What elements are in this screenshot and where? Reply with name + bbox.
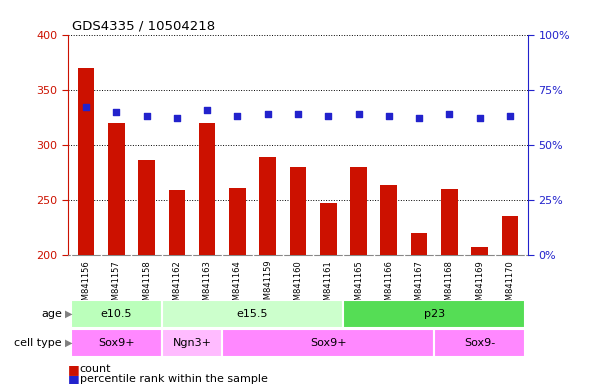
Text: Ngn3+: Ngn3+ (172, 338, 211, 348)
Bar (441, 189, 458, 255)
Point (172, 116, 182, 122)
Bar (199, 123, 215, 255)
Bar (138, 161, 155, 255)
Text: GSM841164: GSM841164 (233, 260, 242, 311)
Text: GSM841160: GSM841160 (293, 260, 303, 311)
Text: GSM841167: GSM841167 (415, 260, 424, 311)
Bar (71, 300, 162, 328)
Point (232, 113, 242, 119)
Bar (502, 216, 518, 255)
Text: GSM841156: GSM841156 (81, 260, 90, 311)
Text: p23: p23 (424, 309, 445, 319)
Text: ▶: ▶ (65, 309, 73, 319)
Text: ■: ■ (68, 363, 80, 376)
Bar (471, 247, 488, 255)
Point (475, 116, 484, 122)
Text: GDS4335 / 10504218: GDS4335 / 10504218 (73, 19, 215, 32)
Text: GSM841170: GSM841170 (506, 260, 514, 311)
Text: GSM841169: GSM841169 (475, 260, 484, 311)
Text: GSM841159: GSM841159 (263, 260, 272, 310)
Bar (260, 157, 276, 255)
Text: GSM841162: GSM841162 (172, 260, 181, 311)
Bar (350, 167, 367, 255)
Point (323, 113, 333, 119)
Point (81, 104, 91, 111)
Text: ▶: ▶ (65, 338, 73, 348)
Point (202, 107, 212, 113)
Text: GSM841166: GSM841166 (384, 260, 394, 311)
Text: ■: ■ (68, 373, 80, 384)
Point (112, 109, 121, 115)
Point (505, 113, 514, 119)
Bar (381, 185, 397, 255)
Text: GSM841158: GSM841158 (142, 260, 151, 311)
Bar (343, 300, 525, 328)
Bar (78, 68, 94, 255)
Text: GSM841157: GSM841157 (112, 260, 121, 311)
Text: e15.5: e15.5 (237, 309, 268, 319)
Text: age: age (41, 309, 62, 319)
Text: GSM841165: GSM841165 (354, 260, 363, 311)
Text: Sox9+: Sox9+ (98, 338, 135, 348)
Text: e10.5: e10.5 (100, 309, 132, 319)
Bar (222, 329, 434, 356)
Bar (411, 233, 427, 255)
Bar (434, 329, 525, 356)
Bar (71, 329, 162, 356)
Text: cell type: cell type (14, 338, 62, 348)
Text: count: count (80, 364, 111, 374)
Point (445, 111, 454, 117)
Text: GSM841163: GSM841163 (202, 260, 212, 311)
Bar (108, 123, 124, 255)
Text: percentile rank within the sample: percentile rank within the sample (80, 374, 267, 384)
Bar (169, 190, 185, 255)
Text: Sox9+: Sox9+ (310, 338, 346, 348)
Text: GSM841161: GSM841161 (324, 260, 333, 311)
Point (263, 111, 273, 117)
Point (384, 113, 394, 119)
Point (354, 111, 363, 117)
Point (293, 111, 303, 117)
Bar (290, 167, 306, 255)
Bar (162, 300, 343, 328)
Point (142, 113, 151, 119)
Text: Sox9-: Sox9- (464, 338, 495, 348)
Bar (320, 204, 336, 255)
Bar (162, 329, 222, 356)
Bar (229, 188, 245, 255)
Text: GSM841168: GSM841168 (445, 260, 454, 311)
Point (414, 116, 424, 122)
